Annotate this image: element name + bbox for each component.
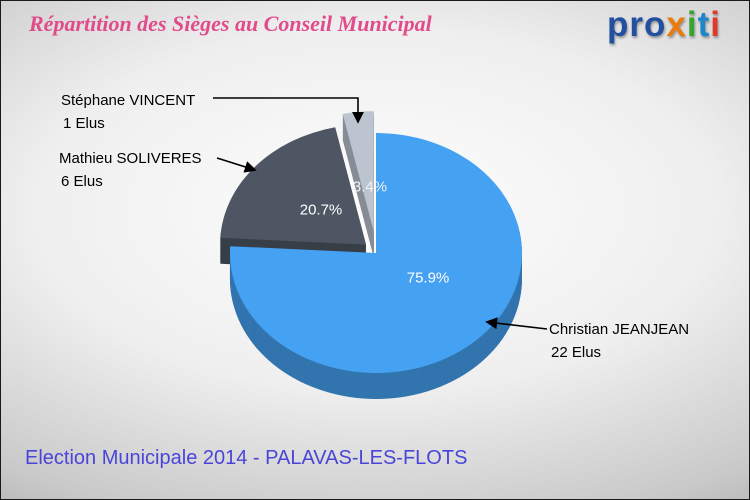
pie-slice-1 [220, 127, 367, 245]
callout-soliveres: Mathieu SOLIVERES 6 Elus [59, 147, 202, 193]
percent-label-jeanjean: 75.9% [406, 269, 450, 287]
logo-letter: i [686, 5, 698, 44]
callout-lines [213, 97, 548, 330]
logo-letter: p [607, 5, 630, 44]
pie-slice-2 [342, 111, 374, 232]
candidate-name-vincent: Stéphane VINCENT [61, 92, 196, 109]
logo-letter: i [710, 5, 721, 44]
callout-vincent: Stéphane VINCENT 1 Elus [61, 89, 195, 135]
callout-jeanjean: Christian JEANJEAN 22 Elus [549, 318, 689, 364]
candidate-name-soliveres: Mathieu SOLIVERES [59, 150, 202, 167]
logo-letter: o [644, 5, 667, 44]
candidate-name-jeanjean: Christian JEANJEAN [549, 321, 690, 338]
callout-line-jeanjean [485, 317, 548, 330]
logo-letter: r [629, 5, 645, 44]
callout-line-vincent [213, 97, 364, 124]
callout-line-soliveres [216, 157, 257, 173]
logo-letter: t [697, 5, 711, 44]
pie-slice-0 [229, 133, 522, 373]
proxiti-logo: proxiti [607, 5, 721, 45]
pie-slices [220, 111, 522, 399]
logo-letter: x [666, 5, 687, 44]
percent-label-vincent: 3.4% [352, 178, 388, 196]
candidate-seats-jeanjean: 22 Elus [551, 344, 602, 361]
candidate-seats-soliveres: 6 Elus [61, 173, 103, 190]
candidate-seats-vincent: 1 Elus [63, 115, 105, 132]
election-caption: Election Municipale 2014 - PALAVAS-LES-F… [25, 447, 468, 469]
page-title: Répartition des Sièges au Conseil Munici… [29, 11, 432, 36]
percent-label-soliveres: 20.7% [299, 201, 343, 219]
